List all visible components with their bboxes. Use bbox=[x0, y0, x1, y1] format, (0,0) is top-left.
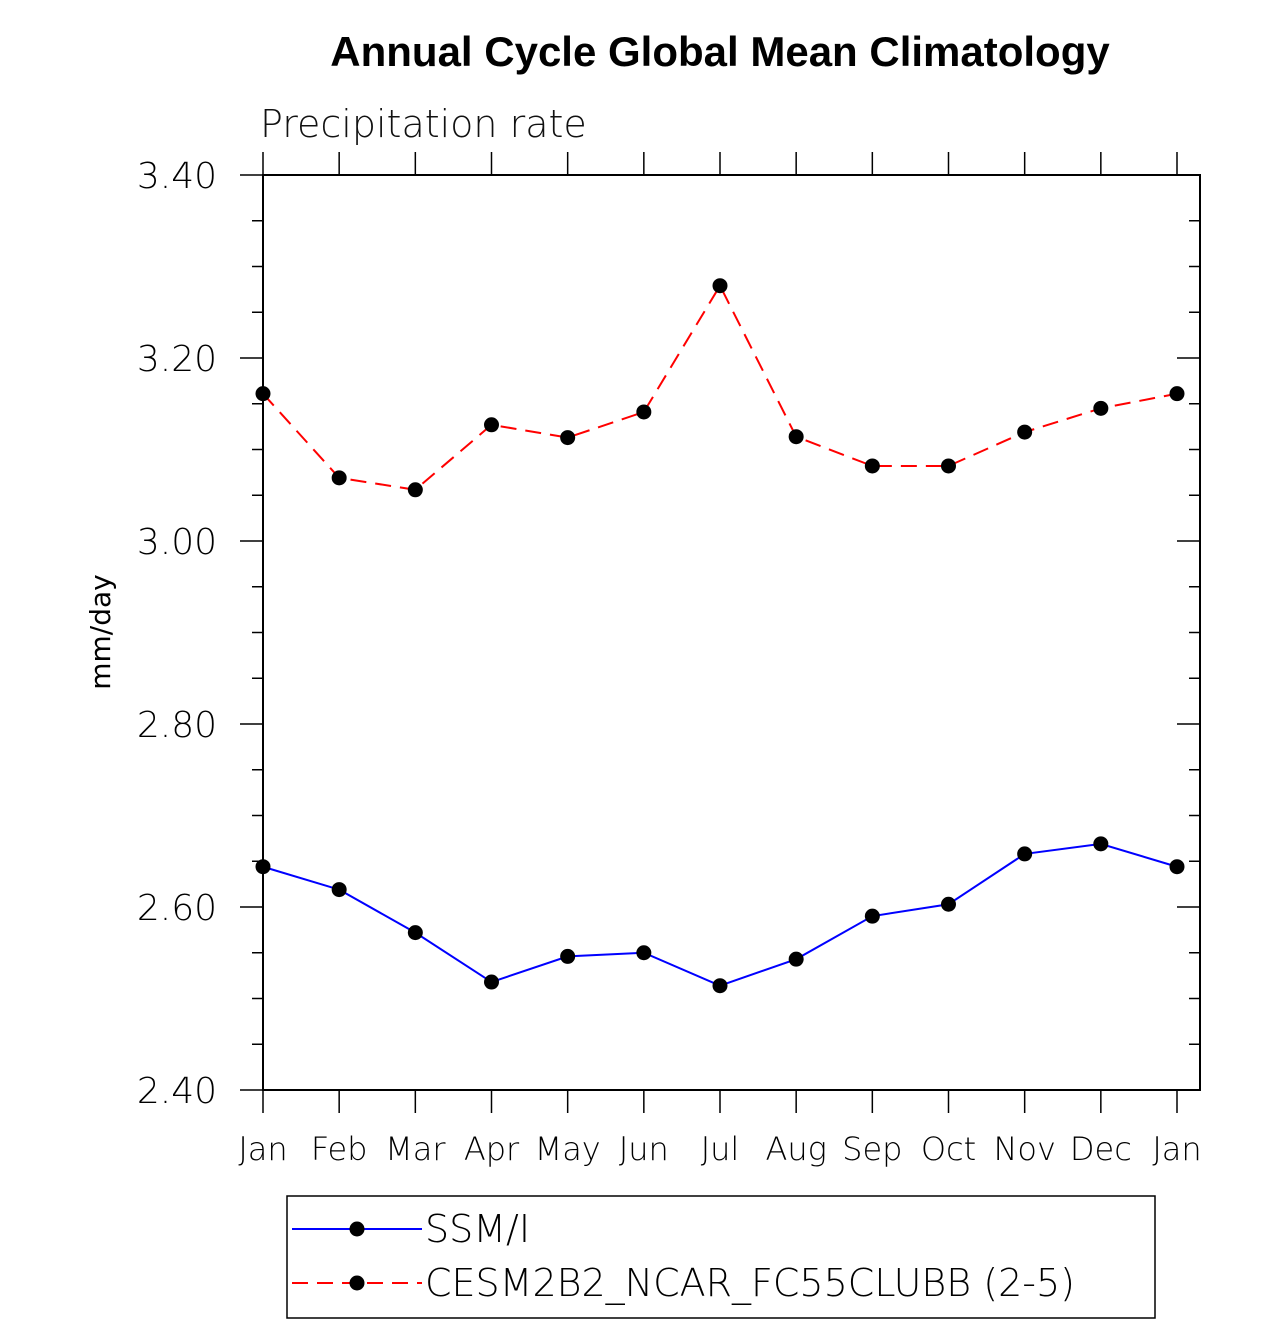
series-line-0 bbox=[262, 842, 1178, 987]
legend-marker-cesm bbox=[349, 1275, 365, 1291]
y-tick-label: 2.60 bbox=[137, 888, 217, 929]
data-point-0 bbox=[1017, 846, 1033, 862]
data-point-1 bbox=[1169, 386, 1185, 402]
data-point-0 bbox=[864, 908, 880, 924]
y-tick-label: 3.40 bbox=[137, 156, 217, 197]
x-tick-label: May bbox=[535, 1130, 601, 1168]
data-point-0 bbox=[712, 978, 728, 994]
x-tick-label: Feb bbox=[311, 1130, 368, 1168]
legend: SSM/I CESM2B2_NCAR_FC55CLUBB (2-5) bbox=[286, 1195, 1156, 1319]
legend-marker-ssmi bbox=[349, 1221, 365, 1237]
x-tick-label: Jan bbox=[238, 1130, 287, 1168]
data-point-1 bbox=[331, 470, 347, 486]
y-tick-label: 2.80 bbox=[137, 705, 217, 746]
data-point-1 bbox=[1017, 424, 1033, 440]
data-point-0 bbox=[331, 882, 347, 898]
data-point-1 bbox=[788, 429, 804, 445]
legend-label-ssmi: SSM/I bbox=[425, 1207, 530, 1251]
legend-box bbox=[286, 1195, 1156, 1319]
x-tick-label: Aug bbox=[765, 1130, 826, 1168]
y-axis-label: mm/day bbox=[84, 574, 117, 690]
data-point-0 bbox=[788, 951, 804, 967]
data-point-0 bbox=[636, 945, 652, 961]
data-point-1 bbox=[407, 482, 423, 498]
data-point-1 bbox=[255, 386, 271, 402]
chart-title: Annual Cycle Global Mean Climatology bbox=[330, 28, 1110, 75]
data-point-0 bbox=[484, 974, 499, 990]
legend-label-cesm: CESM2B2_NCAR_FC55CLUBB (2-5) bbox=[425, 1261, 1075, 1306]
data-point-1 bbox=[560, 430, 576, 446]
data-point-1 bbox=[941, 458, 956, 474]
plot-area bbox=[262, 174, 1201, 1091]
x-tick-label: Apr bbox=[464, 1130, 520, 1168]
data-point-0 bbox=[941, 896, 956, 912]
series-line-1 bbox=[262, 283, 1178, 491]
y-tick-label: 3.00 bbox=[137, 522, 217, 563]
data-point-1 bbox=[484, 417, 499, 433]
data-point-0 bbox=[1169, 859, 1185, 875]
x-tick-label: Nov bbox=[993, 1130, 1055, 1168]
data-point-0 bbox=[1093, 836, 1109, 852]
x-tick-label: Mar bbox=[385, 1130, 446, 1168]
y-tick-label: 2.40 bbox=[137, 1071, 217, 1112]
x-tick-label: Jan bbox=[1152, 1130, 1201, 1168]
data-point-1 bbox=[1093, 400, 1109, 416]
data-point-1 bbox=[636, 404, 652, 420]
data-point-1 bbox=[712, 278, 728, 294]
data-point-0 bbox=[560, 948, 576, 964]
x-tick-label: Sep bbox=[842, 1130, 902, 1168]
data-point-1 bbox=[864, 458, 880, 474]
x-tick-label: Jun bbox=[619, 1130, 669, 1168]
x-tick-label: Oct bbox=[921, 1130, 976, 1168]
data-point-0 bbox=[255, 859, 271, 875]
x-tick-label: Dec bbox=[1070, 1130, 1132, 1168]
x-tick-label: Jul bbox=[701, 1130, 740, 1168]
chart-subtitle: Precipitation rate bbox=[260, 102, 587, 146]
data-point-0 bbox=[407, 925, 423, 941]
y-tick-label: 3.20 bbox=[137, 339, 217, 380]
